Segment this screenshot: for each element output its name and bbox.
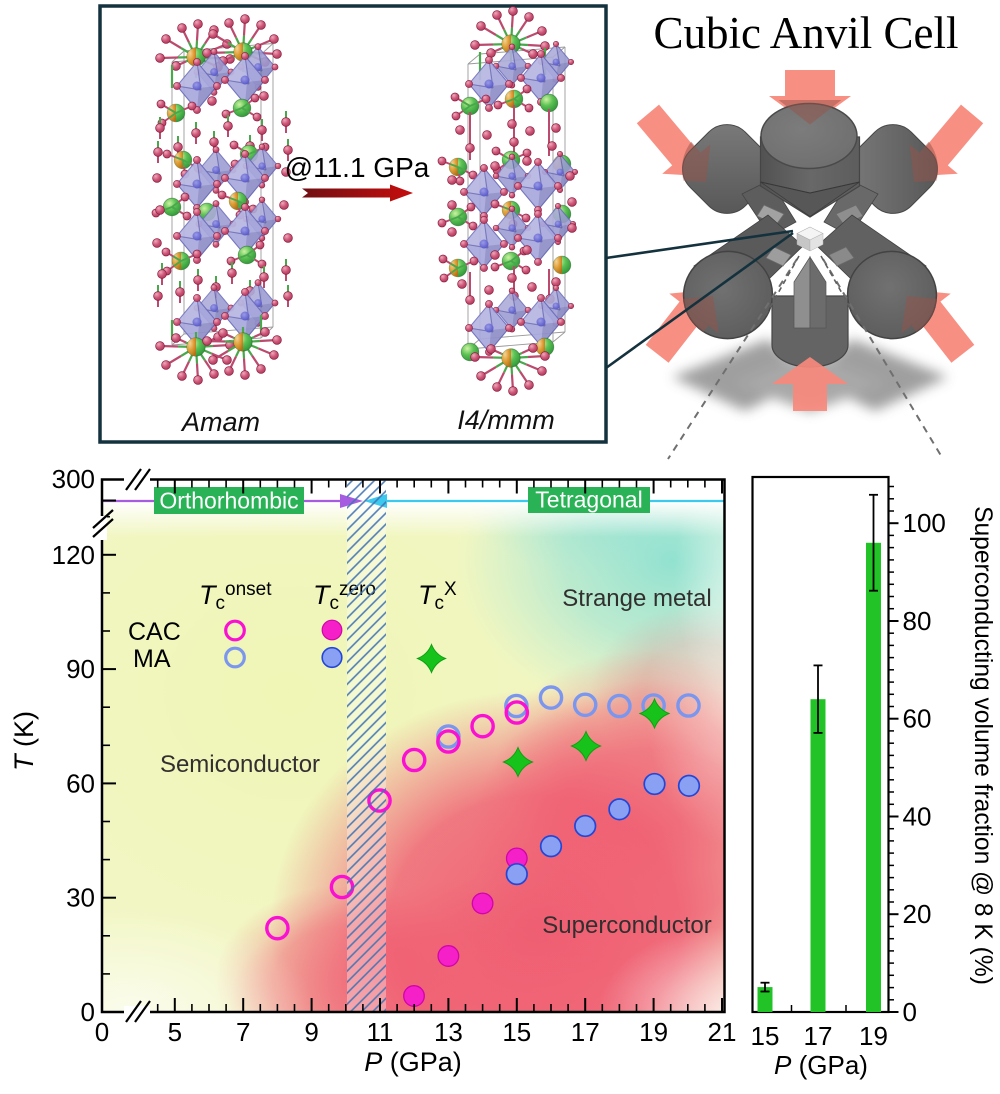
- svg-text:80: 80: [903, 606, 932, 636]
- svg-text:120: 120: [52, 540, 95, 570]
- svg-text:17: 17: [571, 1017, 600, 1047]
- svg-text:MA: MA: [133, 645, 171, 673]
- svg-text:Cubic Anvil Cell: Cubic Anvil Cell: [653, 8, 958, 58]
- svg-text:P (GPa): P (GPa): [774, 1050, 868, 1080]
- svg-text:Superconductor: Superconductor: [542, 912, 711, 939]
- svg-text:90: 90: [66, 654, 95, 684]
- svg-text:Strange metal: Strange metal: [562, 585, 711, 612]
- svg-text:Semiconductor: Semiconductor: [160, 751, 320, 778]
- svg-text:T (K): T (K): [9, 711, 39, 771]
- svg-text:P (GPa): P (GPa): [364, 1047, 462, 1077]
- svg-text:0: 0: [81, 997, 95, 1027]
- svg-text:100: 100: [903, 508, 946, 538]
- svg-text:7: 7: [236, 1017, 250, 1047]
- svg-text:CAC: CAC: [128, 618, 181, 646]
- svg-text:17: 17: [804, 1021, 833, 1051]
- svg-text:15: 15: [751, 1021, 780, 1051]
- svg-text:Superconducting volume fractio: Superconducting volume fraction @ 8 K (%…: [969, 506, 996, 985]
- svg-text:21: 21: [708, 1017, 737, 1047]
- svg-text:I4/mmm: I4/mmm: [457, 405, 555, 435]
- svg-text:15: 15: [502, 1017, 531, 1047]
- svg-text:11: 11: [367, 1017, 394, 1047]
- svg-text:5: 5: [168, 1017, 182, 1047]
- svg-text:30: 30: [66, 883, 95, 913]
- svg-text:40: 40: [903, 802, 932, 832]
- svg-text:300: 300: [52, 464, 95, 494]
- svg-text:Amam: Amam: [180, 407, 260, 437]
- svg-text:60: 60: [66, 768, 95, 798]
- svg-text:Tetragonal: Tetragonal: [535, 487, 642, 513]
- svg-text:0: 0: [95, 1017, 109, 1047]
- svg-text:0: 0: [903, 997, 917, 1027]
- svg-text:19: 19: [859, 1021, 888, 1051]
- svg-text:60: 60: [903, 704, 932, 734]
- svg-text:9: 9: [304, 1017, 318, 1047]
- svg-text:20: 20: [903, 899, 932, 929]
- svg-text:Orthorhombic: Orthorhombic: [159, 488, 298, 514]
- svg-text:13: 13: [434, 1017, 463, 1047]
- svg-text:@11.1 GPa: @11.1 GPa: [285, 152, 430, 183]
- svg-text:19: 19: [639, 1017, 668, 1047]
